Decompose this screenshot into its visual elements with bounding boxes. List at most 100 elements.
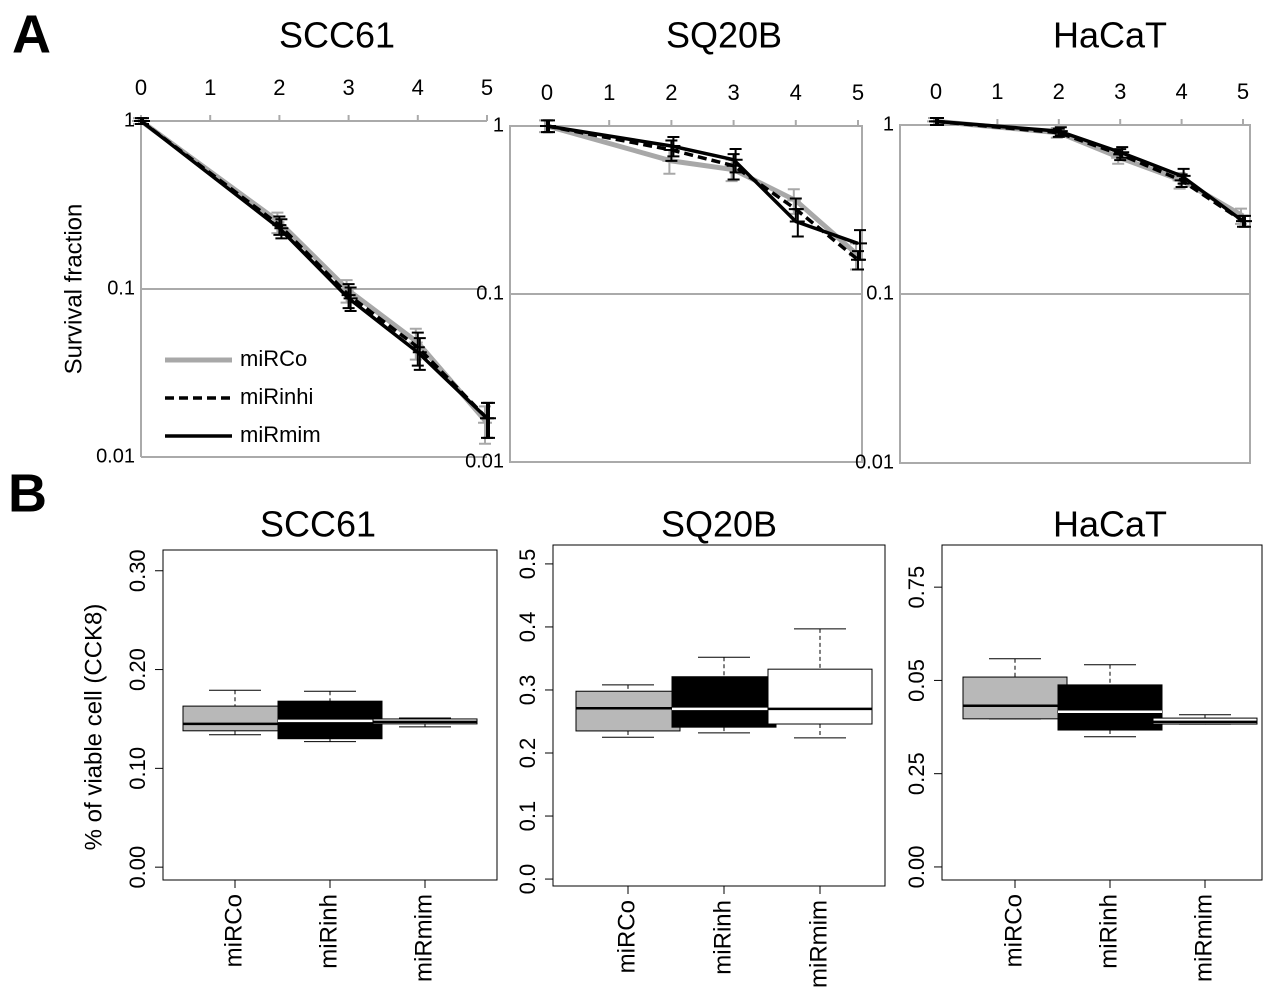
x-tick-label: 2 xyxy=(273,75,285,100)
error-bar xyxy=(1113,148,1128,162)
error-bar xyxy=(724,158,739,183)
error-bar xyxy=(412,337,427,371)
plot-frame xyxy=(552,544,886,887)
x-tick-label: 5 xyxy=(852,80,864,105)
legend-label: miRmim xyxy=(240,422,321,447)
x-tick-label: 4 xyxy=(790,80,802,105)
error-bar xyxy=(666,136,681,158)
x-tick-label: miRinh xyxy=(709,900,736,975)
chart-title: SQ20B xyxy=(661,504,777,545)
x-tick-label: miRinh xyxy=(315,894,342,969)
y-tick-label: 0.4 xyxy=(515,612,540,643)
legend-label: miRinhi xyxy=(240,384,313,409)
x-tick-label: 3 xyxy=(1114,79,1126,104)
y-tick-label: 0.1 xyxy=(107,277,135,299)
series-line xyxy=(546,124,859,246)
box xyxy=(182,705,288,732)
error-bar xyxy=(853,229,867,261)
panel-label: B xyxy=(8,463,47,523)
y-axis-label: % of viable cell (CCK8) xyxy=(80,604,107,851)
series-line xyxy=(935,118,1245,219)
x-tick-label: 4 xyxy=(1175,79,1187,104)
x-tick-label: miRmim xyxy=(410,894,437,982)
x-tick-label: miRCo xyxy=(220,894,247,967)
error-bar xyxy=(1115,146,1130,159)
y-tick-label: 0.2 xyxy=(515,738,540,769)
x-tick-label: 3 xyxy=(727,80,739,105)
series-line xyxy=(139,119,489,420)
y-tick-label: 0.5 xyxy=(515,549,540,580)
series-line xyxy=(139,118,489,425)
box xyxy=(767,668,873,725)
y-tick-label: 1 xyxy=(493,114,504,136)
error-bar xyxy=(136,117,150,125)
y-tick-label: 1 xyxy=(883,113,894,135)
y-tick-label: 0.20 xyxy=(125,648,150,691)
error-bar xyxy=(1053,126,1068,137)
error-bar xyxy=(478,405,492,445)
error-bar xyxy=(274,218,289,240)
x-tick-label: 5 xyxy=(481,75,493,100)
series-line xyxy=(935,119,1244,223)
error-bar xyxy=(1238,214,1252,228)
y-tick-label: 0.30 xyxy=(125,549,150,592)
error-bar xyxy=(482,401,496,439)
y-tick-label: 0.10 xyxy=(125,747,150,790)
x-tick-label: 4 xyxy=(412,75,424,100)
y-tick-label: 0.25 xyxy=(904,752,929,795)
series-line xyxy=(546,124,860,262)
plot-frame xyxy=(899,124,1251,464)
x-tick-label: 0 xyxy=(930,79,942,104)
y-tick-label: 1 xyxy=(124,109,135,131)
chart-title: HaCaT xyxy=(1053,504,1167,545)
series-line xyxy=(139,119,489,420)
error-bar xyxy=(343,286,358,312)
error-bar xyxy=(931,117,945,126)
chart-title: SCC61 xyxy=(260,504,376,545)
y-tick-label: 0.1 xyxy=(476,282,504,304)
error-bar xyxy=(1174,173,1189,188)
box xyxy=(671,676,777,728)
x-tick-label: 1 xyxy=(204,75,216,100)
chart-title: HaCaT xyxy=(1053,15,1167,56)
x-tick-label: miRmim xyxy=(805,900,832,988)
error-bar xyxy=(542,119,556,134)
x-tick-label: 2 xyxy=(1053,79,1065,104)
y-tick-label: 0.05 xyxy=(904,659,929,702)
y-tick-label: 0.1 xyxy=(866,282,894,304)
x-tick-label: 5 xyxy=(1237,79,1249,104)
x-tick-label: 1 xyxy=(603,80,615,105)
series-line xyxy=(935,119,1245,223)
y-tick-label: 0.3 xyxy=(515,675,540,706)
x-tick-label: miRmim xyxy=(1190,894,1217,982)
box xyxy=(575,690,681,732)
x-tick-label: miRinh xyxy=(1095,894,1122,969)
y-tick-label: 0.01 xyxy=(96,445,135,467)
plot-frame xyxy=(509,125,863,463)
y-tick-label: 0.01 xyxy=(465,450,504,472)
error-bar xyxy=(790,208,805,238)
chart-title: SCC61 xyxy=(279,15,395,56)
series-line xyxy=(546,123,860,258)
x-tick-label: miRCo xyxy=(613,900,640,973)
error-bar xyxy=(1176,167,1191,185)
error-bar xyxy=(272,215,287,236)
plot-frame xyxy=(941,544,1263,881)
x-tick-label: miRCo xyxy=(1000,894,1027,967)
error-bar xyxy=(410,331,425,367)
x-tick-label: 3 xyxy=(342,75,354,100)
y-tick-label: 0.00 xyxy=(125,846,150,889)
legend-label: miRCo xyxy=(240,346,307,371)
x-tick-label: 1 xyxy=(991,79,1003,104)
y-tick-label: 0.01 xyxy=(855,451,894,473)
y-tick-label: 0.75 xyxy=(904,566,929,609)
panel-label: A xyxy=(12,4,51,64)
y-tick-label: 0.0 xyxy=(515,864,540,895)
error-bar xyxy=(786,188,801,215)
error-bar xyxy=(728,147,743,174)
y-axis-label: Survival fraction xyxy=(60,204,87,375)
x-tick-label: 0 xyxy=(135,75,147,100)
x-tick-label: 2 xyxy=(665,80,677,105)
